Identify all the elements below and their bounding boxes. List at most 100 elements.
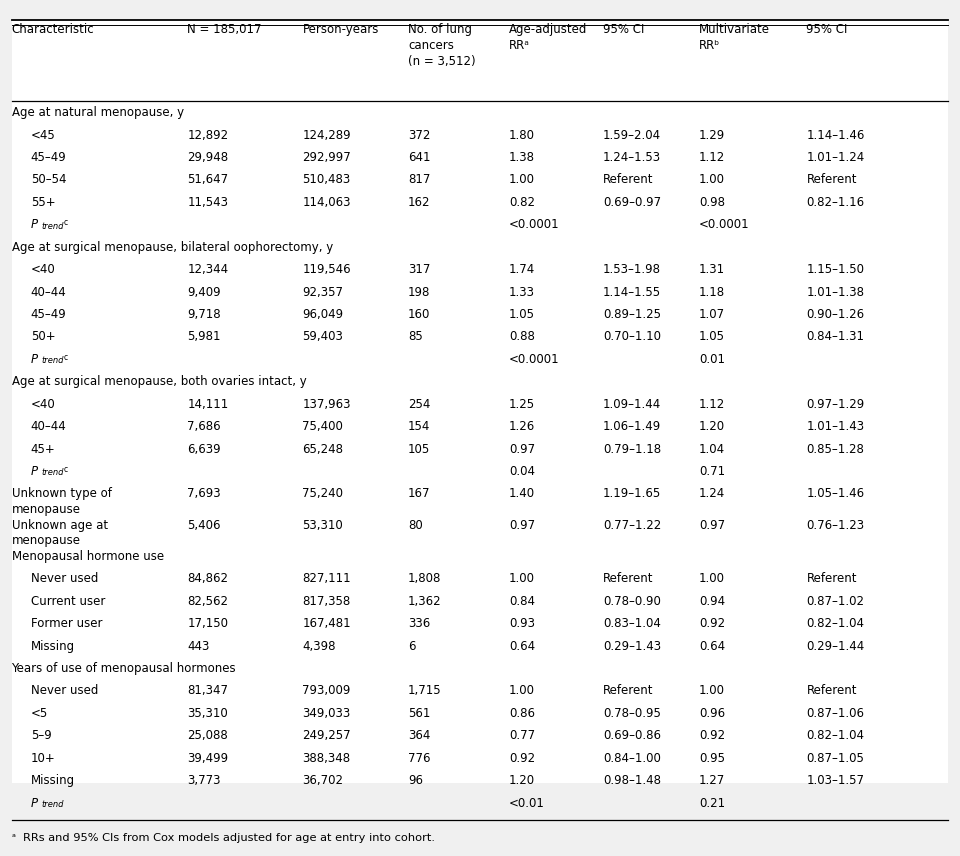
Text: 0.97: 0.97 (509, 443, 535, 455)
Text: Unknown type of
menopause: Unknown type of menopause (12, 487, 111, 516)
Text: 0.64: 0.64 (509, 639, 535, 652)
Text: Never used: Never used (31, 685, 98, 698)
Text: 0.97: 0.97 (699, 519, 725, 532)
Text: 388,348: 388,348 (302, 752, 350, 764)
Text: 6,639: 6,639 (187, 443, 221, 455)
Text: 817: 817 (408, 174, 430, 187)
Text: 1.24: 1.24 (699, 487, 725, 501)
Text: 0.95: 0.95 (699, 752, 725, 764)
Text: 75,240: 75,240 (302, 487, 344, 501)
Text: 167,481: 167,481 (302, 617, 351, 630)
Text: 0.77–1.22: 0.77–1.22 (603, 519, 661, 532)
Text: 561: 561 (408, 707, 430, 720)
Text: 12,892: 12,892 (187, 128, 228, 141)
Text: 167: 167 (408, 487, 430, 501)
Text: 1.29: 1.29 (699, 128, 725, 141)
Text: 1.15–1.50: 1.15–1.50 (806, 263, 864, 276)
Text: Age at natural menopause, y: Age at natural menopause, y (12, 106, 183, 119)
Text: 0.92: 0.92 (699, 617, 725, 630)
Text: 36,702: 36,702 (302, 774, 344, 788)
Text: 1.01–1.43: 1.01–1.43 (806, 420, 865, 433)
Text: N = 185,017: N = 185,017 (187, 23, 262, 36)
Text: 0.78–0.95: 0.78–0.95 (603, 707, 660, 720)
Text: 793,009: 793,009 (302, 685, 350, 698)
Text: 336: 336 (408, 617, 430, 630)
Text: Characteristic: Characteristic (12, 23, 94, 36)
Text: 292,997: 292,997 (302, 151, 351, 164)
Text: 82,562: 82,562 (187, 595, 228, 608)
Text: 0.76–1.23: 0.76–1.23 (806, 519, 865, 532)
Text: 1.04: 1.04 (699, 443, 725, 455)
Text: 12,344: 12,344 (187, 263, 228, 276)
Text: 92,357: 92,357 (302, 286, 344, 299)
Text: 95% CI: 95% CI (806, 23, 848, 36)
Text: 0.29–1.43: 0.29–1.43 (603, 639, 661, 652)
Text: 1.01–1.38: 1.01–1.38 (806, 286, 864, 299)
Text: 510,483: 510,483 (302, 174, 350, 187)
Text: 254: 254 (408, 398, 430, 411)
Text: No. of lung
cancers
(n = 3,512): No. of lung cancers (n = 3,512) (408, 23, 475, 68)
Text: 1.26: 1.26 (509, 420, 535, 433)
Text: c: c (63, 353, 67, 362)
Text: 1.12: 1.12 (699, 398, 725, 411)
Text: 154: 154 (408, 420, 430, 433)
Text: trend: trend (41, 222, 63, 231)
Text: 0.82–1.04: 0.82–1.04 (806, 729, 864, 742)
Text: 1.20: 1.20 (699, 420, 725, 433)
Text: 17,150: 17,150 (187, 617, 228, 630)
Text: 0.87–1.02: 0.87–1.02 (806, 595, 864, 608)
Text: Referent: Referent (603, 573, 654, 586)
Text: 0.92: 0.92 (509, 752, 535, 764)
Text: 1.31: 1.31 (699, 263, 725, 276)
Text: 0.64: 0.64 (699, 639, 725, 652)
Text: 85: 85 (408, 330, 422, 343)
Text: 0.96: 0.96 (699, 707, 725, 720)
Text: 119,546: 119,546 (302, 263, 351, 276)
Text: 29,948: 29,948 (187, 151, 228, 164)
Text: 0.71: 0.71 (699, 465, 725, 478)
Text: 0.83–1.04: 0.83–1.04 (603, 617, 660, 630)
Text: <0.0001: <0.0001 (699, 218, 750, 231)
Text: Referent: Referent (603, 174, 654, 187)
Text: 55+: 55+ (31, 196, 56, 209)
Text: 0.77: 0.77 (509, 729, 535, 742)
Text: 1.59–2.04: 1.59–2.04 (603, 128, 661, 141)
Text: 0.88: 0.88 (509, 330, 535, 343)
Text: Never used: Never used (31, 573, 98, 586)
Text: <0.01: <0.01 (509, 797, 544, 810)
Text: 45–49: 45–49 (31, 151, 66, 164)
Text: 95% CI: 95% CI (603, 23, 644, 36)
Text: 11,543: 11,543 (187, 196, 228, 209)
Text: <40: <40 (31, 263, 56, 276)
Text: <40: <40 (31, 398, 56, 411)
Text: 45+: 45+ (31, 443, 56, 455)
Text: 59,403: 59,403 (302, 330, 344, 343)
Text: 105: 105 (408, 443, 430, 455)
Text: 1.19–1.65: 1.19–1.65 (603, 487, 661, 501)
Text: 1.01–1.24: 1.01–1.24 (806, 151, 865, 164)
Text: 114,063: 114,063 (302, 196, 351, 209)
Text: 1.09–1.44: 1.09–1.44 (603, 398, 661, 411)
Text: 1,362: 1,362 (408, 595, 442, 608)
Text: 1.03–1.57: 1.03–1.57 (806, 774, 864, 788)
Text: 160: 160 (408, 308, 430, 321)
Text: 14,111: 14,111 (187, 398, 228, 411)
Text: 80: 80 (408, 519, 422, 532)
Text: 0.89–1.25: 0.89–1.25 (603, 308, 660, 321)
Text: 1.20: 1.20 (509, 774, 535, 788)
Text: 1.07: 1.07 (699, 308, 725, 321)
Text: 0.82: 0.82 (509, 196, 535, 209)
Text: P: P (31, 218, 37, 231)
Text: 1.00: 1.00 (699, 685, 725, 698)
Text: 162: 162 (408, 196, 430, 209)
Text: 53,310: 53,310 (302, 519, 343, 532)
Text: 0.92: 0.92 (699, 729, 725, 742)
Text: 1.53–1.98: 1.53–1.98 (603, 263, 660, 276)
Text: 249,257: 249,257 (302, 729, 351, 742)
Text: 50–54: 50–54 (31, 174, 66, 187)
Text: P: P (31, 353, 37, 366)
Text: 5,406: 5,406 (187, 519, 221, 532)
FancyBboxPatch shape (12, 19, 948, 783)
Text: 1.40: 1.40 (509, 487, 535, 501)
Text: 40–44: 40–44 (31, 420, 66, 433)
